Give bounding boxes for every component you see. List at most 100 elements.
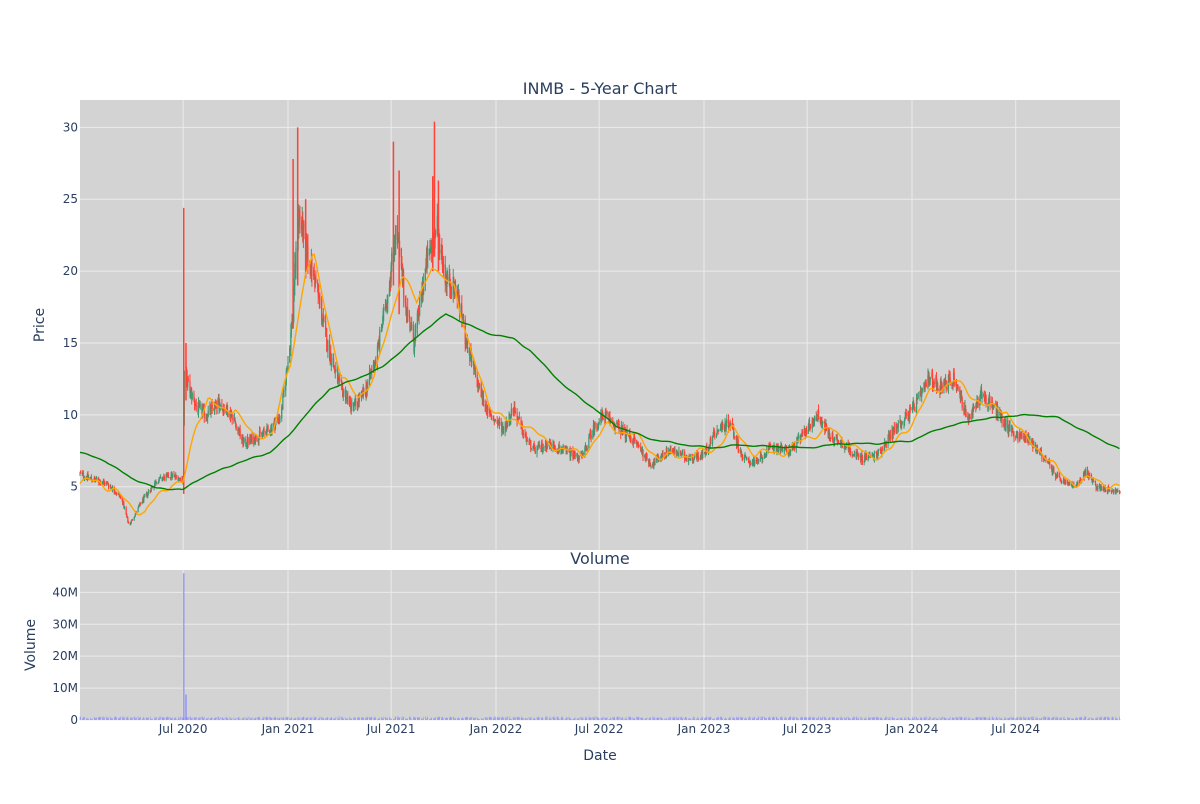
candle-body bbox=[368, 370, 371, 382]
volume-bar bbox=[947, 718, 949, 720]
volume-bar bbox=[211, 717, 213, 720]
volume-bar bbox=[390, 719, 391, 720]
candle-body bbox=[967, 415, 969, 420]
candle-body bbox=[596, 426, 599, 428]
candle-body bbox=[357, 398, 359, 407]
volume-bar bbox=[822, 716, 823, 720]
volume-bar bbox=[110, 716, 112, 720]
volume-bar bbox=[353, 717, 355, 720]
volume-bar bbox=[118, 717, 120, 720]
volume-bar bbox=[728, 718, 729, 720]
candle-body bbox=[126, 516, 128, 518]
volume-bar bbox=[394, 716, 396, 720]
candle-body bbox=[115, 493, 118, 495]
volume-bar bbox=[326, 717, 328, 720]
volume-bar bbox=[692, 718, 694, 720]
candle-body bbox=[1105, 489, 1107, 491]
volume-bar bbox=[106, 717, 108, 720]
volume-bar bbox=[638, 717, 640, 720]
volume-bar bbox=[758, 716, 760, 720]
candle-body bbox=[909, 407, 911, 410]
volume-bar bbox=[129, 718, 131, 720]
volume-bar bbox=[410, 719, 412, 720]
volume-bar bbox=[713, 718, 715, 720]
volume-bar bbox=[485, 716, 487, 720]
volume-bar bbox=[386, 718, 388, 720]
candle-body bbox=[801, 431, 803, 435]
volume-bar bbox=[334, 717, 336, 720]
volume-bar bbox=[573, 718, 574, 720]
volume-bar bbox=[418, 718, 420, 720]
candle-body bbox=[387, 295, 389, 304]
volume-bar bbox=[242, 718, 243, 720]
volume-bar bbox=[310, 719, 312, 720]
volume-bar bbox=[1105, 716, 1107, 720]
candle-body bbox=[242, 436, 244, 446]
volume-bar bbox=[361, 717, 362, 720]
volume-bar bbox=[841, 718, 843, 720]
candle-body bbox=[79, 472, 82, 474]
volume-bar bbox=[241, 718, 243, 720]
candle-body bbox=[198, 403, 200, 405]
candle-body bbox=[626, 429, 628, 435]
volume-bar bbox=[614, 716, 615, 720]
volume-bar bbox=[833, 717, 835, 720]
candle-body bbox=[350, 405, 352, 409]
volume-bar bbox=[223, 718, 225, 720]
candle-body bbox=[711, 437, 714, 445]
volume-bar bbox=[876, 717, 878, 720]
volume-bar bbox=[397, 716, 398, 720]
candle-body bbox=[375, 361, 377, 363]
volume-bar bbox=[116, 717, 117, 720]
volume-bar bbox=[307, 717, 309, 720]
candle-body bbox=[242, 442, 245, 446]
volume-bar bbox=[424, 716, 426, 720]
candle-body bbox=[968, 417, 970, 422]
volume-bar bbox=[99, 716, 101, 720]
volume-bar bbox=[977, 717, 978, 720]
volume-bar bbox=[859, 717, 861, 720]
volume-bar bbox=[1055, 716, 1057, 720]
candle-body bbox=[718, 430, 720, 432]
candle-body bbox=[150, 487, 152, 492]
volume-bar bbox=[87, 718, 88, 720]
volume-bar bbox=[207, 719, 209, 720]
volume-bar bbox=[672, 716, 674, 720]
volume-bar bbox=[306, 717, 308, 720]
candle-body bbox=[504, 426, 506, 434]
volume-bar bbox=[597, 717, 598, 720]
volume-bar bbox=[186, 717, 188, 720]
volume-bar bbox=[102, 716, 104, 720]
volume-bar bbox=[1031, 716, 1033, 720]
volume-bar bbox=[100, 717, 101, 720]
volume-bar bbox=[466, 716, 468, 720]
candle-body bbox=[189, 388, 192, 394]
candle-body bbox=[510, 416, 512, 421]
volume-bar bbox=[1009, 717, 1011, 720]
candle-body bbox=[915, 398, 918, 411]
volume-bar bbox=[690, 718, 692, 720]
candle-body bbox=[367, 381, 369, 386]
candle-body bbox=[610, 418, 612, 421]
volume-bar bbox=[84, 716, 85, 720]
volume-bar bbox=[641, 717, 643, 720]
volume-bar bbox=[689, 719, 691, 720]
candle-body bbox=[163, 476, 165, 481]
volume-bar bbox=[239, 718, 241, 720]
volume-bar bbox=[1069, 717, 1071, 720]
volume-bar bbox=[717, 716, 719, 720]
candle-body bbox=[702, 452, 704, 458]
volume-bar bbox=[189, 716, 191, 720]
volume-bar bbox=[963, 719, 965, 720]
volume-bar bbox=[705, 717, 707, 720]
volume-bar bbox=[999, 719, 1001, 720]
volume-bar bbox=[952, 717, 954, 720]
candle-body bbox=[668, 450, 670, 452]
candle-body bbox=[629, 433, 631, 440]
candle-body bbox=[237, 429, 239, 431]
volume-bar bbox=[518, 717, 520, 720]
candle-body bbox=[1118, 490, 1121, 492]
volume-bar bbox=[538, 717, 540, 720]
volume-bar bbox=[700, 718, 702, 720]
candle-body bbox=[972, 407, 974, 418]
